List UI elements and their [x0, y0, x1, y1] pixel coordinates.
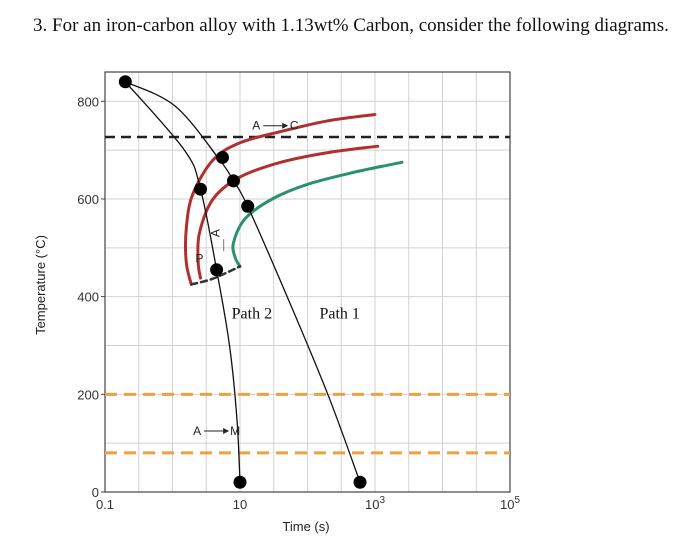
cooling-path-line: [125, 81, 361, 483]
x-axis-label: Time (s): [282, 519, 329, 534]
chart-frame: [104, 71, 511, 493]
x-tick-label: 10: [233, 497, 247, 512]
annotation-arrowhead: [223, 427, 230, 434]
path-marker: [215, 150, 229, 164]
annotation-label: A: [209, 229, 223, 237]
path-label: Path 2: [232, 306, 272, 323]
dashed-boundary-curve: [190, 265, 242, 286]
plot-frame: [104, 71, 511, 493]
question-text: 3. For an iron-carbon alloy with 1.13wt%…: [33, 15, 669, 36]
axis-ticks: 0 200 400 600 800 0.1 10 103 105: [77, 94, 520, 512]
annotation-label: M: [230, 424, 240, 438]
y-tick-label: 600: [77, 192, 99, 207]
reference-lines: [105, 135, 510, 455]
transformation-curve: [231, 160, 404, 268]
x-tick-exponent: 3: [379, 495, 385, 506]
path-marker: [241, 199, 255, 213]
path-marker: [194, 182, 208, 196]
y-axis-label: Temperature (°C): [33, 235, 48, 335]
path-markers: [118, 75, 367, 489]
path-marker: [210, 263, 224, 277]
transformation-curve: [196, 144, 380, 280]
transformation-curves: [184, 113, 404, 286]
path-marker: [226, 174, 240, 188]
cooling-path-line: [124, 81, 241, 483]
x-tick-label: 0.1: [96, 497, 114, 512]
annotation-arrowhead: [282, 122, 289, 129]
x-tick-label: 105: [500, 495, 520, 512]
y-tick-label: 800: [77, 94, 99, 109]
annotation-label: A: [252, 119, 260, 133]
path-marker: [118, 75, 132, 89]
y-tick-label: 200: [77, 387, 99, 402]
x-tick-exponent: 5: [514, 495, 520, 506]
path-marker: [353, 475, 367, 489]
path-marker: [233, 475, 247, 489]
x-tick-label: 103: [365, 495, 385, 512]
chart-grid: [104, 72, 511, 493]
annotation-label: A: [193, 424, 201, 438]
transformation-curve: [184, 113, 377, 286]
annotations: A C P A A M Path 2 Path 1: [193, 119, 360, 438]
y-tick-label: 0: [92, 485, 99, 500]
annotation-label: C: [290, 119, 299, 133]
annotation-label: P: [195, 251, 203, 265]
path-label: Path 1: [319, 306, 359, 323]
y-tick-label: 400: [77, 290, 99, 305]
